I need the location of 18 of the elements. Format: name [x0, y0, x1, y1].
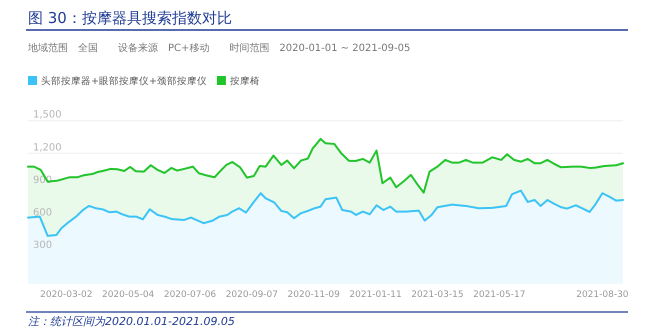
x-tick-label: 2020-09-07 — [226, 290, 278, 300]
chart-subtitle: 地域范围 全国 设备来源 PC+移动 时间范围 2020-01-01 ~ 2021-09-05 — [27, 42, 410, 54]
legend-label: 头部按摩器+眼部按摩仪+颈部按摩仪 — [41, 75, 207, 87]
y-tick-label: 300 — [33, 240, 52, 252]
x-tick-label: 2021-01-11 — [349, 290, 402, 300]
text: 注：统计区间为2020.01.01-2021.09.05 — [28, 315, 235, 328]
y-tick-label: 1,500 — [33, 110, 62, 121]
y-tick-label: 600 — [33, 207, 52, 218]
x-tick-label: 2021-05-17 — [473, 290, 526, 300]
x-tick-label: 2021-08-30 — [576, 290, 629, 300]
x-tick-label: 2020-05-04 — [102, 290, 155, 300]
chart-title: 图 30：按摩器具搜索指数对比 — [28, 9, 232, 27]
legend-label: 按摩椅 — [230, 75, 260, 87]
x-tick-label: 2020-03-02 — [40, 290, 92, 300]
x-tick-label: 2021-03-15 — [411, 290, 464, 300]
x-tick-label: 2020-11-09 — [288, 290, 340, 300]
x-tick-label: 2020-07-06 — [164, 290, 216, 300]
y-tick-label: 1,200 — [33, 142, 62, 154]
